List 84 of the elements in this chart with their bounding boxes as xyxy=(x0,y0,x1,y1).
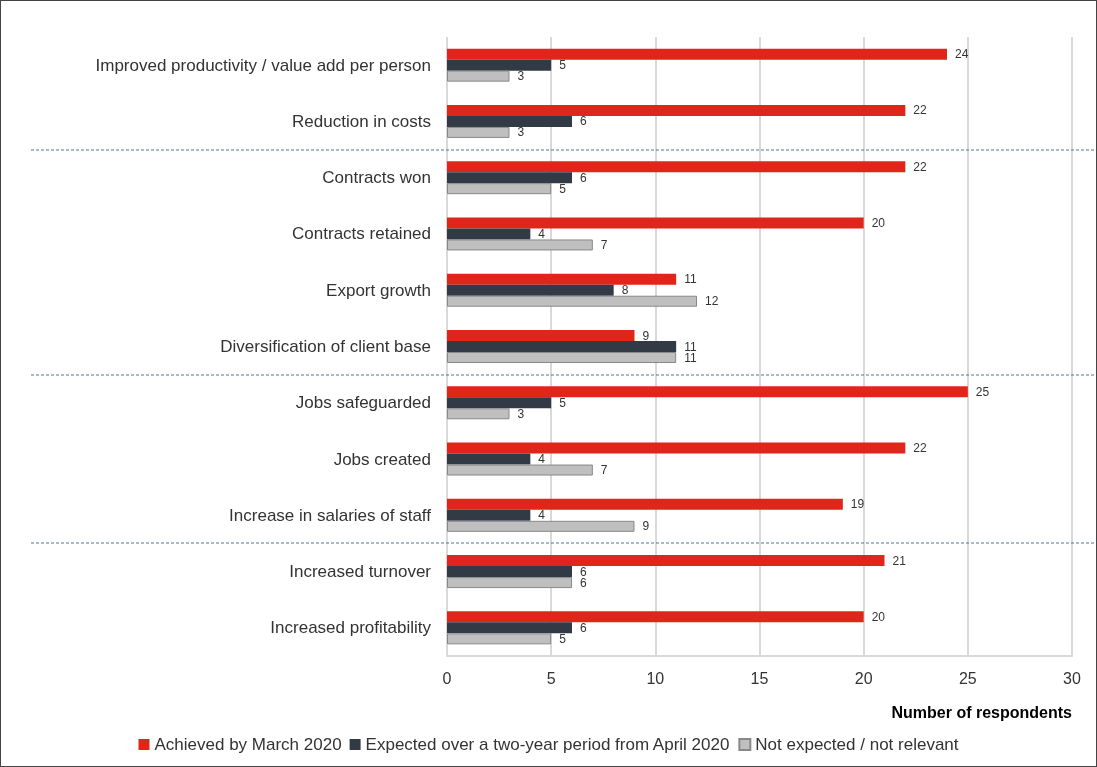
bar xyxy=(447,217,864,229)
data-label: 8 xyxy=(621,283,629,298)
data-label: 4 xyxy=(538,226,546,241)
x-tick-label: 10 xyxy=(646,669,665,687)
data-label: 24 xyxy=(955,47,969,62)
bar xyxy=(447,352,677,363)
x-tick-label: 20 xyxy=(854,669,873,687)
data-label: 3 xyxy=(517,125,525,140)
data-label: 3 xyxy=(517,406,525,421)
y-tick-label: Jobs safeguarded xyxy=(295,393,431,413)
bar xyxy=(447,284,614,296)
bar xyxy=(447,566,572,578)
data-label: 9 xyxy=(642,328,650,343)
bar xyxy=(447,239,593,251)
data-label: 6 xyxy=(580,620,587,635)
bar xyxy=(447,555,885,567)
legend-label: Achieved by March 2020 xyxy=(154,735,342,754)
y-tick-label: Diversification of client base xyxy=(220,337,431,356)
data-label: 9 xyxy=(642,519,650,534)
bar xyxy=(447,577,572,589)
bar xyxy=(447,453,531,465)
data-label: 22 xyxy=(913,441,928,456)
y-tick-label: Export growth xyxy=(326,280,431,300)
bar xyxy=(447,115,572,127)
bar xyxy=(447,228,531,240)
bar xyxy=(447,183,552,195)
bar xyxy=(447,341,677,352)
x-tick-label: 25 xyxy=(958,669,977,687)
x-axis-title: Number of respondents xyxy=(891,703,1073,721)
data-label: 11 xyxy=(684,272,697,287)
bar xyxy=(447,161,906,173)
data-label: 21 xyxy=(892,553,907,568)
data-label: 5 xyxy=(559,58,567,73)
data-label: 6 xyxy=(580,170,587,185)
bar xyxy=(447,509,531,521)
data-label: 20 xyxy=(871,609,886,624)
bar xyxy=(447,397,552,409)
bar xyxy=(447,126,510,138)
bar xyxy=(447,442,906,454)
y-tick-label: Improved productivity / value add per person xyxy=(95,55,431,75)
data-label: 22 xyxy=(913,159,928,174)
x-tick-label: 15 xyxy=(750,669,769,687)
bar xyxy=(447,520,635,532)
bar xyxy=(447,498,843,510)
bar xyxy=(447,633,552,645)
data-label: 7 xyxy=(600,237,608,252)
data-label: 6 xyxy=(580,114,587,129)
data-label: 4 xyxy=(538,452,546,467)
x-tick-label: 5 xyxy=(546,669,556,687)
bar xyxy=(447,70,510,82)
y-tick-label: Increase in salaries of staff xyxy=(229,505,432,525)
bar xyxy=(447,48,947,60)
y-tick-label: Jobs created xyxy=(333,449,431,469)
legend-label: Not expected / not relevant xyxy=(755,735,959,754)
data-label: 12 xyxy=(705,294,719,309)
y-tick-label: Contracts won xyxy=(322,168,431,188)
bar xyxy=(447,611,864,623)
bar xyxy=(447,386,968,398)
bar xyxy=(447,59,552,71)
bar xyxy=(447,464,593,476)
data-label: 20 xyxy=(871,215,886,230)
x-tick-label: 30 xyxy=(1063,669,1081,687)
bar xyxy=(447,273,677,285)
bar xyxy=(447,295,697,307)
bar xyxy=(447,104,906,116)
bar xyxy=(447,408,510,420)
data-label: 19 xyxy=(850,497,865,512)
data-label: 5 xyxy=(559,181,567,196)
data-label: 5 xyxy=(559,395,567,410)
bar xyxy=(447,172,572,184)
y-tick-label: Reduction in costs xyxy=(292,111,431,131)
y-tick-label: Increased profitability xyxy=(270,618,432,638)
data-label: 3 xyxy=(517,69,525,84)
data-label: 25 xyxy=(975,384,990,399)
data-label: 7 xyxy=(600,463,608,478)
y-tick-label: Contracts retained xyxy=(292,224,431,244)
legend-label: Expected over a two-year period from April 2020 xyxy=(365,735,730,754)
y-tick-label: Increased turnover xyxy=(289,562,432,582)
data-label: 4 xyxy=(538,508,546,523)
x-tick-label: 0 xyxy=(442,669,452,687)
data-label: 5 xyxy=(559,631,567,646)
bar xyxy=(447,330,635,341)
bar xyxy=(447,622,572,634)
data-label: 22 xyxy=(913,103,928,118)
